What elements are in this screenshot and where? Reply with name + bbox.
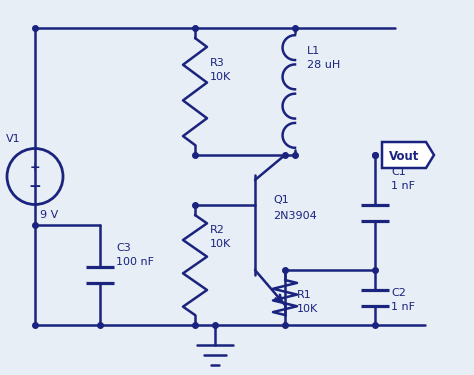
Text: −: − xyxy=(28,179,41,194)
Text: 2N3904: 2N3904 xyxy=(273,211,317,221)
Text: 10K: 10K xyxy=(297,304,318,314)
Text: 1 nF: 1 nF xyxy=(391,181,415,191)
Text: Q1: Q1 xyxy=(273,195,289,205)
Text: 10K: 10K xyxy=(210,72,231,82)
Text: R1: R1 xyxy=(297,290,312,300)
Text: 10K: 10K xyxy=(210,239,231,249)
Text: R3: R3 xyxy=(210,58,225,68)
Text: C1: C1 xyxy=(391,167,406,177)
Polygon shape xyxy=(382,142,434,168)
Text: +: + xyxy=(30,161,40,174)
Text: 1 nF: 1 nF xyxy=(391,302,415,312)
Text: Vout: Vout xyxy=(389,150,419,162)
Text: 28 uH: 28 uH xyxy=(307,60,340,70)
Text: 9 V: 9 V xyxy=(40,210,58,219)
Text: C3: C3 xyxy=(116,243,131,253)
Text: V1: V1 xyxy=(6,134,20,144)
Text: L1: L1 xyxy=(307,46,320,56)
Text: 100 nF: 100 nF xyxy=(116,257,154,267)
Text: R2: R2 xyxy=(210,225,225,235)
Text: C2: C2 xyxy=(391,288,406,298)
